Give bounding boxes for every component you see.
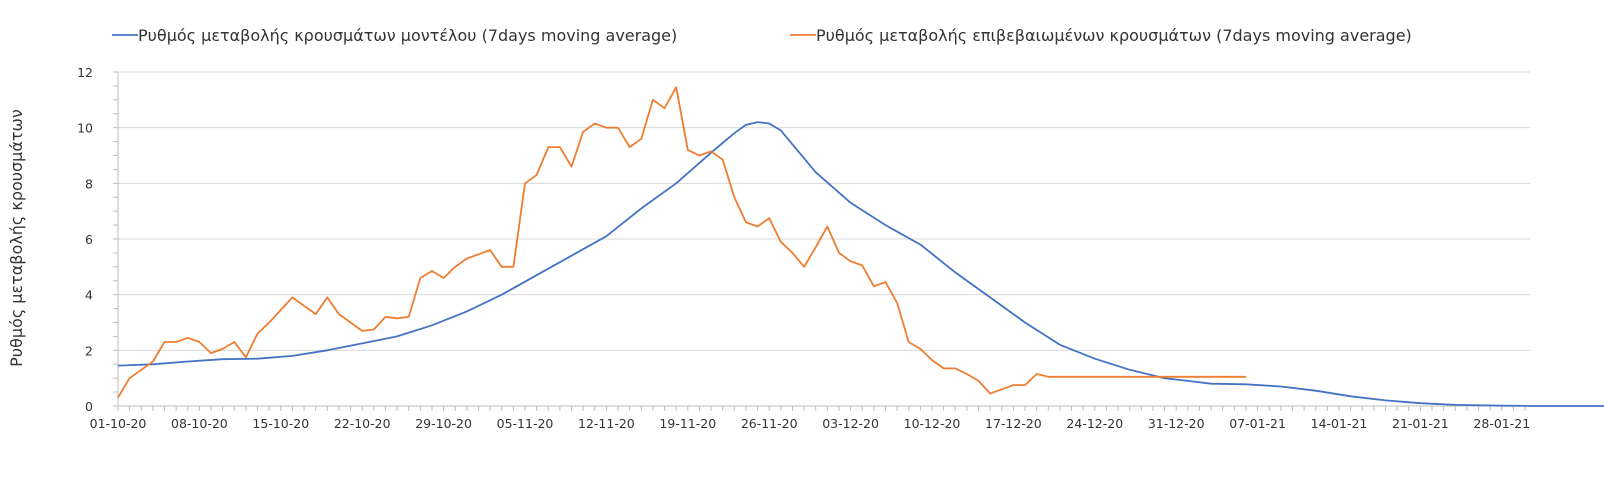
y-tick-label: 0 — [85, 399, 93, 414]
y-axis-title: Ρυθμός μεταβολής κρουσμάτων — [7, 109, 26, 367]
x-tick-label: 24-12-20 — [1066, 416, 1123, 431]
y-tick-label: 6 — [85, 232, 93, 247]
x-tick-label: 19-11-20 — [659, 416, 716, 431]
y-tick-label: 2 — [85, 343, 93, 358]
x-tick-label: 21-01-21 — [1392, 416, 1449, 431]
x-tick-label: 03-12-20 — [822, 416, 879, 431]
x-tick-label: 10-12-20 — [904, 416, 961, 431]
x-tick-label: 15-10-20 — [252, 416, 309, 431]
x-tick-label: 29-10-20 — [415, 416, 472, 431]
y-tick-label: 8 — [85, 176, 93, 191]
x-tick-label: 26-11-20 — [741, 416, 798, 431]
series-line-2 — [117, 86, 1246, 399]
x-tick-label: 22-10-20 — [334, 416, 391, 431]
x-tick-label: 14-01-21 — [1311, 416, 1368, 431]
x-tick-label: 05-11-20 — [497, 416, 554, 431]
legend-label-2: Ρυθμός μεταβολής επιβεβαιωμένων κρουσμάτ… — [816, 26, 1412, 45]
y-tick-label: 4 — [85, 288, 93, 303]
x-tick-label: 12-11-20 — [578, 416, 635, 431]
legend-label-1: Ρυθμός μεταβολής κρουσμάτων μοντέλου (7d… — [138, 26, 677, 45]
y-tick-label: 10 — [77, 121, 93, 136]
series-line-1 — [117, 121, 1604, 407]
x-tick-label: 17-12-20 — [985, 416, 1042, 431]
x-tick-label: 28-01-21 — [1473, 416, 1530, 431]
x-tick-label: 08-10-20 — [171, 416, 228, 431]
x-tick-label: 01-10-20 — [90, 416, 147, 431]
y-tick-label: 12 — [77, 65, 93, 80]
x-tick-label: 31-12-20 — [1148, 416, 1205, 431]
x-tick-label: 07-01-21 — [1229, 416, 1286, 431]
